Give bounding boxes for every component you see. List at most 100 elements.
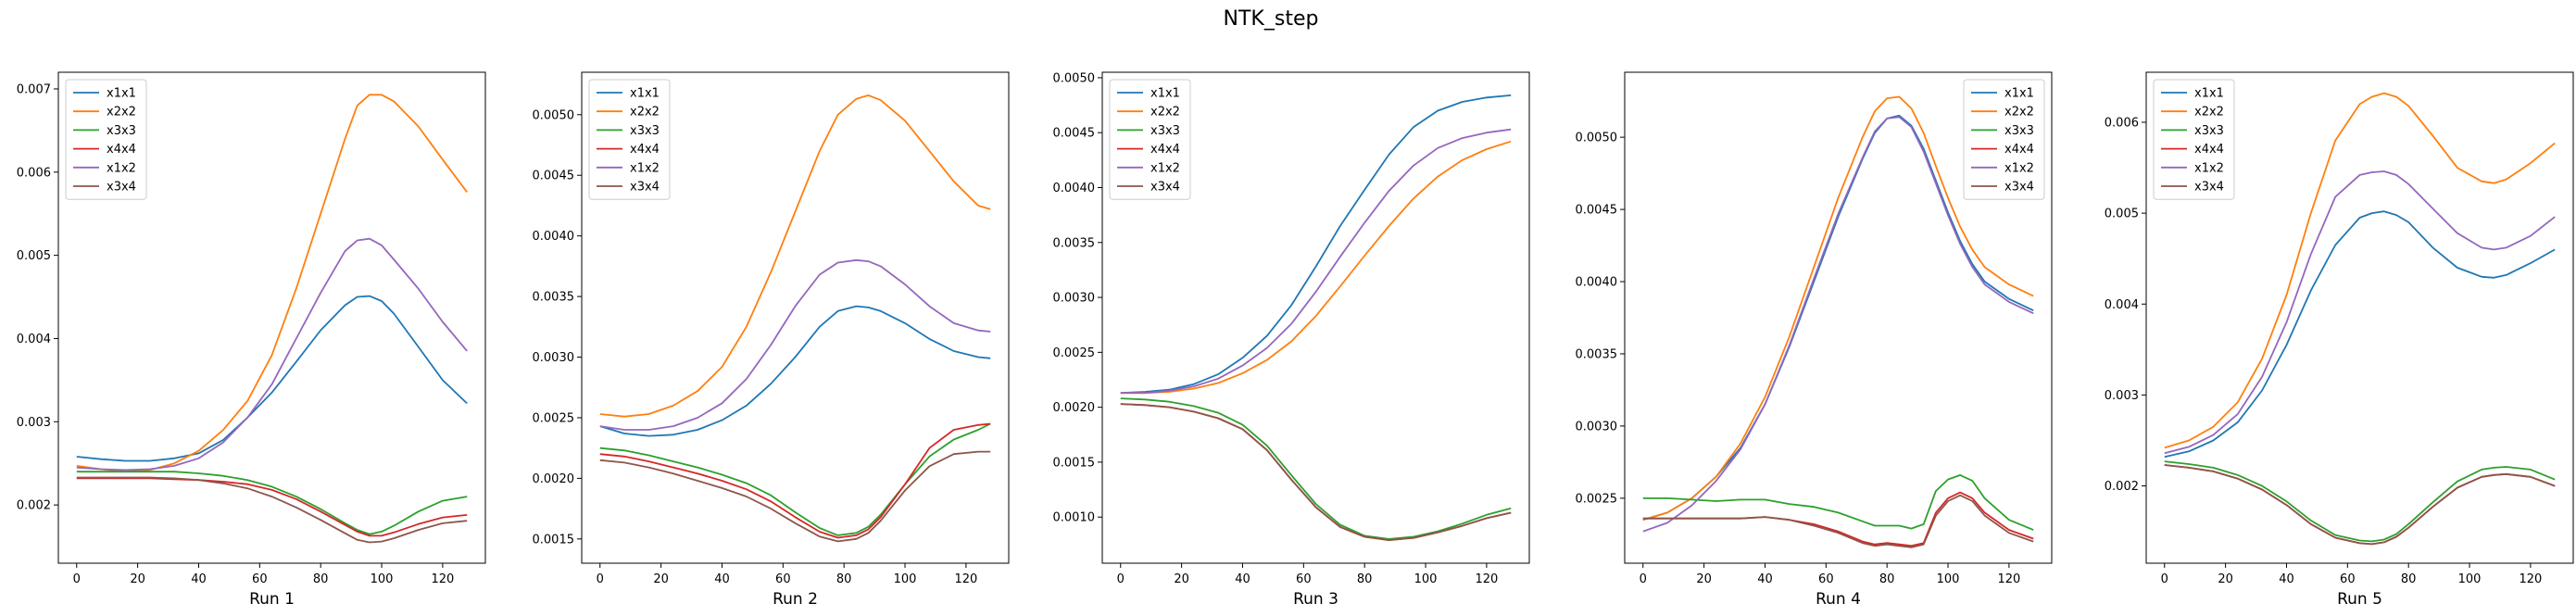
x-tick-label: 80 (836, 572, 852, 586)
y-tick-label: 0.0020 (1053, 401, 1096, 415)
legend-label-x3x4: x3x4 (1150, 181, 1180, 195)
legend-label-x3x3: x3x3 (107, 124, 136, 138)
legend-label-x3x3: x3x3 (2194, 124, 2224, 138)
x-tick-label: 0 (1117, 572, 1125, 586)
subplot-5: 0 20 40 60 80 100 120 0.002 0.003 0.004 0.005 0.006… (2105, 71, 2574, 609)
y-tick-label: 0.0035 (1576, 347, 1618, 361)
series-lines (76, 94, 468, 544)
series-line-x3x3 (2164, 460, 2556, 543)
y-tick-label: 0.003 (17, 416, 51, 430)
y-tick-label: 0.0050 (1053, 71, 1096, 85)
y-tick-label: 0.0030 (1576, 420, 1618, 434)
x-tick-label: 0 (597, 572, 604, 586)
legend-label-x1x2: x1x2 (107, 161, 136, 175)
y-tick-label: 0.0040 (1576, 276, 1618, 290)
x-tick-label: 0 (2161, 572, 2168, 586)
x-tick-label: 40 (2279, 572, 2294, 586)
legend: x1x1 x2x2 x3x3 x4x4 x1x2 x3x4 (1963, 79, 2045, 200)
legend-label-x1x1: x1x1 (630, 87, 660, 101)
y-tick-label: 0.004 (17, 333, 51, 346)
y-tick-label: 0.0015 (533, 533, 575, 547)
legend-label-x4x4: x4x4 (2004, 143, 2034, 157)
y-tick-label: 0.005 (17, 249, 51, 263)
subplot-2: 0 20 40 60 80 100 120 0.0015 0.0020 0.0025 0.0030 0… (533, 71, 1010, 609)
x-tick-label: 80 (313, 572, 329, 586)
x-tick-label: 20 (1174, 572, 1189, 586)
legend-label-x1x2: x1x2 (1150, 161, 1180, 175)
legend-label-x3x4: x3x4 (107, 181, 136, 195)
x-tick-label: 100 (1414, 572, 1438, 586)
series-line-x3x4 (1642, 494, 2034, 548)
y-tick-label: 0.0045 (1576, 204, 1618, 218)
legend-label-x4x4: x4x4 (1150, 143, 1180, 157)
x-tick-label: 40 (191, 572, 207, 586)
axes-frame (581, 71, 1010, 564)
series-line-x3x4 (76, 476, 468, 544)
y-tick-label: 0.0040 (1053, 182, 1096, 195)
x-tick-label: 60 (252, 572, 268, 586)
y-tick-label: 0.0035 (533, 291, 575, 305)
x-axis-label: Run 4 (1816, 590, 1861, 609)
legend-label-x1x2: x1x2 (630, 161, 660, 175)
x-axis-label: Run 2 (773, 590, 818, 609)
x-tick-label: 100 (371, 572, 394, 586)
subplot-3: 0 20 40 60 80 100 120 0.0010 0.0015 0.0020 0.0025 0… (1053, 71, 1530, 609)
y-tick-label: 0.0025 (533, 411, 575, 425)
y-tick-label: 0.0030 (1053, 292, 1096, 306)
x-tick-label: 40 (1235, 572, 1250, 586)
y-tick-label: 0.005 (2105, 207, 2139, 221)
legend-label-x3x4: x3x4 (2004, 181, 2034, 195)
series-line-x3x4 (1120, 403, 1512, 541)
x-tick-label: 60 (2340, 572, 2356, 586)
legend-label-x1x1: x1x1 (107, 87, 136, 101)
x-tick-label: 0 (1640, 572, 1647, 586)
axes-frame (2145, 71, 2574, 564)
y-tick-label: 0.004 (2105, 298, 2139, 312)
x-tick-label: 60 (775, 572, 791, 586)
series-lines (599, 94, 991, 543)
x-tick-label: 120 (1997, 572, 2020, 586)
x-tick-label: 40 (1757, 572, 1773, 586)
y-tick-label: 0.006 (2105, 116, 2139, 130)
series-line-x4x4 (599, 422, 991, 539)
legend-box (1963, 79, 2045, 200)
x-tick-label: 20 (130, 572, 145, 586)
legend-box (1109, 79, 1191, 200)
y-tick-label: 0.0040 (533, 230, 575, 244)
series-line-x1x1 (1120, 94, 1512, 395)
x-tick-label: 120 (2519, 572, 2542, 586)
y-tick-label: 0.0050 (1576, 132, 1618, 145)
series-line-x1x1 (2164, 210, 2556, 459)
x-axis-label: Run 5 (2337, 590, 2382, 609)
x-tick-label: 80 (1879, 572, 1895, 586)
legend-label-x3x4: x3x4 (630, 181, 660, 195)
legend-label-x1x1: x1x1 (2004, 87, 2034, 101)
x-tick-label: 100 (2458, 572, 2482, 586)
series-line-x1x2 (76, 237, 468, 471)
y-tick-label: 0.0010 (1053, 511, 1096, 525)
x-tick-label: 60 (1296, 572, 1312, 586)
legend-label-x1x2: x1x2 (2194, 161, 2224, 175)
x-tick-label: 60 (1818, 572, 1834, 586)
legend-label-x4x4: x4x4 (2194, 143, 2224, 157)
series-line-x3x3 (76, 471, 468, 535)
axes-frame (1624, 71, 2053, 564)
legend-label-x1x2: x1x2 (2004, 161, 2034, 175)
legend-box (2153, 79, 2235, 200)
series-line-x2x2 (1642, 95, 2034, 522)
subplot-1: 0 20 40 60 80 100 120 0.002 0.003 0.004 0.005 0.006… (17, 71, 486, 609)
series-lines (2164, 92, 2556, 546)
legend-label-x4x4: x4x4 (630, 143, 660, 157)
legend-label-x2x2: x2x2 (2194, 106, 2224, 119)
y-tick-label: 0.002 (2105, 480, 2139, 494)
series-lines (1120, 94, 1512, 541)
legend-label-x3x3: x3x3 (630, 124, 660, 138)
y-tick-label: 0.0030 (533, 351, 575, 365)
y-tick-label: 0.007 (17, 82, 51, 96)
x-tick-label: 120 (1475, 572, 1498, 586)
series-line-x2x2 (1120, 140, 1512, 395)
series-line-x1x1 (599, 305, 991, 437)
y-tick-label: 0.0035 (1053, 236, 1096, 250)
legend: x1x1 x2x2 x3x3 x4x4 x1x2 x3x4 (2153, 79, 2235, 200)
